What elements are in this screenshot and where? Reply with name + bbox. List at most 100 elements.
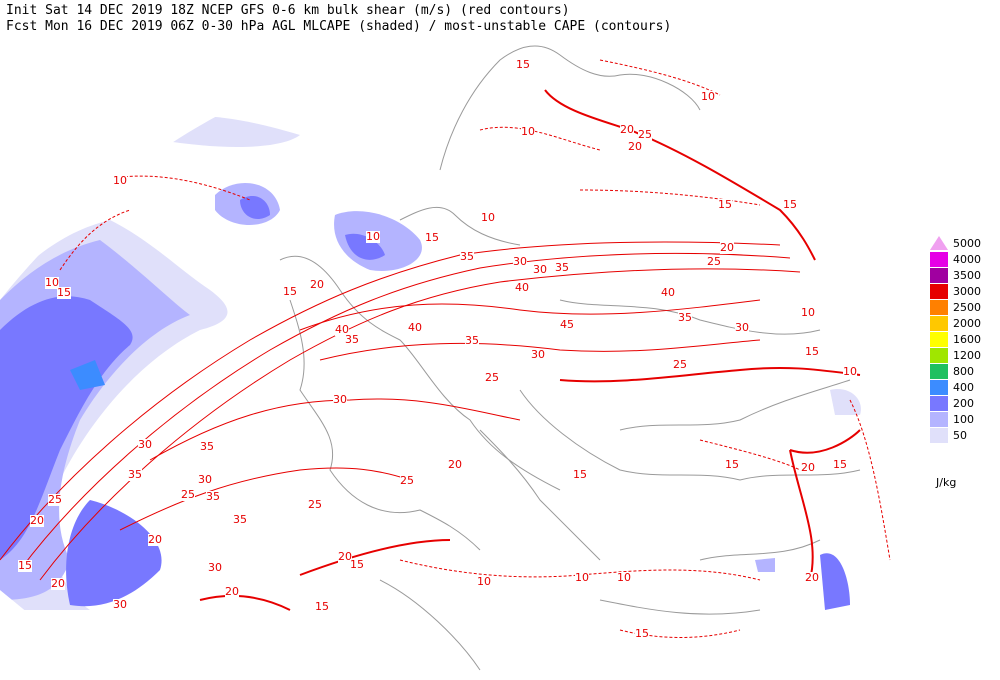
- contour-label: 10: [481, 211, 495, 224]
- contour-label: 20: [51, 577, 65, 590]
- contour-label: 35: [465, 334, 479, 347]
- label-bg: [513, 256, 527, 268]
- contour-label: 25: [673, 358, 687, 371]
- label-bg: [308, 499, 322, 511]
- label-bg: [801, 307, 815, 319]
- legend-swatch: [930, 252, 948, 267]
- label-bg: [350, 559, 364, 571]
- label-bg: [833, 459, 847, 471]
- legend-label: 1600: [953, 333, 981, 346]
- label-bg: [113, 175, 127, 187]
- label-bg: [707, 256, 721, 268]
- contour-label: 25: [400, 474, 414, 487]
- label-bg: [206, 491, 220, 503]
- label-bg: [521, 126, 535, 138]
- contour-label: 25: [181, 488, 195, 501]
- label-bg: [555, 262, 569, 274]
- label-bg: [575, 572, 589, 584]
- label-bg: [617, 572, 631, 584]
- label-bg: [620, 124, 634, 136]
- label-bg: [335, 324, 349, 336]
- legend-swatch: [930, 268, 948, 283]
- contour-label: 40: [661, 286, 675, 299]
- label-bg: [735, 322, 749, 334]
- label-bg: [18, 560, 32, 572]
- legend-swatch: [930, 428, 948, 443]
- contour-label: 15: [805, 345, 819, 358]
- contour-label: 35: [555, 261, 569, 274]
- legend-swatch: [930, 364, 948, 379]
- legend-swatch: [930, 300, 948, 315]
- contour-label: 30: [138, 438, 152, 451]
- label-bg: [805, 572, 819, 584]
- contour-label: 15: [725, 458, 739, 471]
- contour-label: 25: [707, 255, 721, 268]
- contour-label: 15: [635, 627, 649, 640]
- label-bg: [45, 277, 59, 289]
- label-bg: [113, 599, 127, 611]
- label-bg: [400, 475, 414, 487]
- legend-label: 2000: [953, 317, 981, 330]
- label-bg: [725, 459, 739, 471]
- legend-swatch: [930, 396, 948, 411]
- legend-label: 3500: [953, 269, 981, 282]
- label-bg: [720, 242, 734, 254]
- contour-label: 10: [701, 90, 715, 103]
- label-bg: [448, 459, 462, 471]
- label-bg: [181, 489, 195, 501]
- legend-label: 5000: [953, 237, 981, 250]
- coastlines: [279, 45, 861, 671]
- contour-label: 35: [233, 513, 247, 526]
- label-bg: [57, 287, 71, 299]
- contour-label: 40: [408, 321, 422, 334]
- label-bg: [635, 628, 649, 640]
- label-bg: [225, 586, 239, 598]
- label-bg: [477, 576, 491, 588]
- contour-label: 30: [208, 561, 222, 574]
- label-bg: [843, 366, 857, 378]
- contour-label: 35: [678, 311, 692, 324]
- label-bg: [338, 551, 352, 563]
- label-bg: [481, 212, 495, 224]
- label-bg: [283, 286, 297, 298]
- legend-swatch: [930, 332, 948, 347]
- legend-label: 800: [953, 365, 974, 378]
- legend: 5000 4000 3500 3000 2500 2000 1600 1200 800 400 20…: [930, 236, 981, 443]
- contour-label: 15: [57, 286, 71, 299]
- contour-label: 20: [225, 585, 239, 598]
- contour-label: 40: [515, 281, 529, 294]
- legend-label: 100: [953, 413, 974, 426]
- contour-label: 15: [283, 285, 297, 298]
- label-bg: [533, 264, 547, 276]
- contour-label: 40: [335, 323, 349, 336]
- contour-label: 10: [801, 306, 815, 319]
- contour-label: 15: [573, 468, 587, 481]
- legend-swatch: [930, 284, 948, 299]
- label-bg: [315, 601, 329, 613]
- legend-label: 2500: [953, 301, 981, 314]
- contour-label: 15: [18, 559, 32, 572]
- contour-label: 10: [45, 276, 59, 289]
- label-bg: [628, 141, 642, 153]
- contour-label: 10: [617, 571, 631, 584]
- contour-label: 30: [735, 321, 749, 334]
- label-bg: [425, 232, 439, 244]
- header-line: Init Sat 14 DEC 2019 18Z NCEP GFS 0-6 km…: [6, 3, 570, 18]
- label-bg: [701, 91, 715, 103]
- contour-label: 20: [720, 241, 734, 254]
- label-bg: [51, 578, 65, 590]
- contour-label: 35: [460, 250, 474, 263]
- legend-label: 400: [953, 381, 974, 394]
- contour-label: 20: [805, 571, 819, 584]
- label-bg: [200, 441, 214, 453]
- contour-label: 20: [620, 123, 634, 136]
- label-bg: [208, 562, 222, 574]
- contour-label: 20: [310, 278, 324, 291]
- contour-label: 15: [783, 198, 797, 211]
- contour-label: 15: [833, 458, 847, 471]
- contour-label: 10: [575, 571, 589, 584]
- label-bg: [30, 515, 44, 527]
- contour-label: 35: [345, 333, 359, 346]
